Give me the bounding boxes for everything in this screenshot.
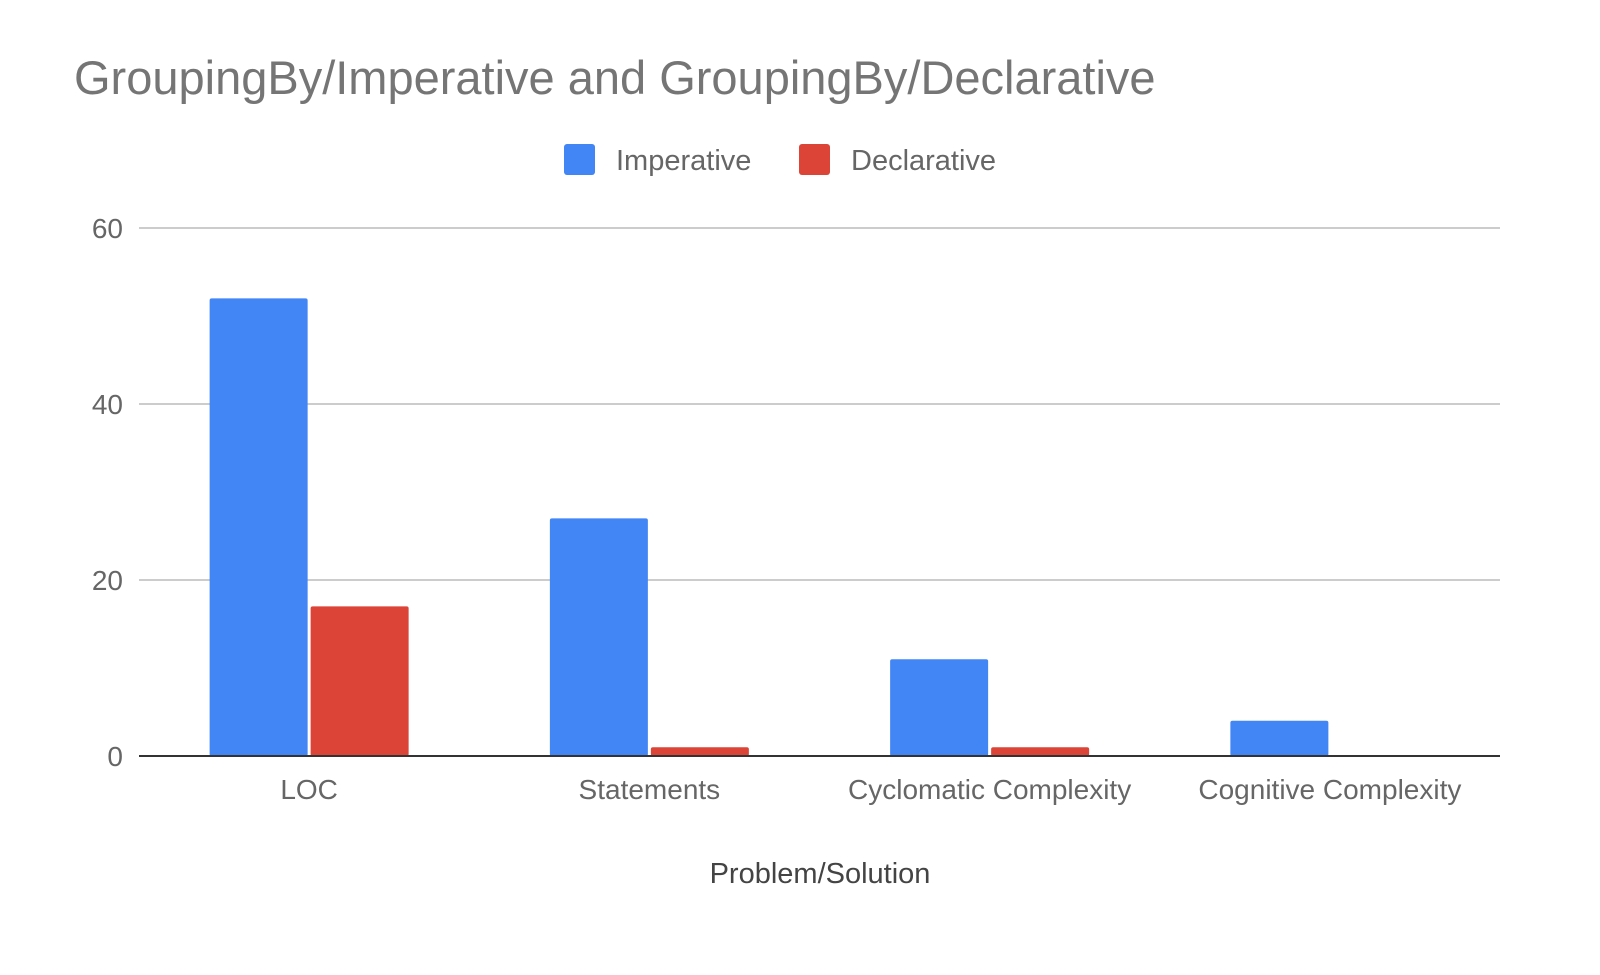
bar-declarative-cyclomatic-complexity — [991, 747, 1090, 756]
x-tick-label: LOC — [280, 774, 338, 805]
bar-declarative-statements — [650, 747, 749, 756]
y-tick-label: 0 — [107, 741, 123, 772]
x-tick-label: Statements — [579, 774, 721, 805]
x-tick-label: Cognitive Complexity — [1198, 774, 1461, 805]
bars — [209, 298, 1329, 756]
legend-swatch-imperative — [564, 144, 595, 175]
legend: Imperative Declarative — [564, 144, 996, 177]
bar-imperative-statements — [549, 518, 648, 756]
x-tick-label: Cyclomatic Complexity — [848, 774, 1131, 805]
y-tick-label: 60 — [92, 213, 123, 244]
y-axis-tick-labels: 0 20 40 60 — [92, 213, 123, 772]
legend-swatch-declarative — [799, 144, 830, 175]
bar-declarative-loc — [310, 606, 409, 756]
bar-imperative-cognitive-complexity — [1230, 720, 1329, 756]
legend-label-imperative: Imperative — [616, 145, 751, 177]
chart-title: GroupingBy/Imperative and GroupingBy/Dec… — [74, 51, 1156, 104]
grid-lines — [139, 227, 1500, 581]
bar-imperative-cyclomatic-complexity — [890, 659, 989, 756]
x-axis-tick-labels: LOC Statements Cyclomatic Complexity Cognit… — [280, 774, 1461, 805]
x-axis-title: Problem/Solution — [710, 858, 931, 890]
y-tick-label: 20 — [92, 565, 123, 596]
legend-label-declarative: Declarative — [851, 145, 996, 177]
y-tick-label: 40 — [92, 389, 123, 420]
bar-imperative-loc — [209, 298, 308, 756]
